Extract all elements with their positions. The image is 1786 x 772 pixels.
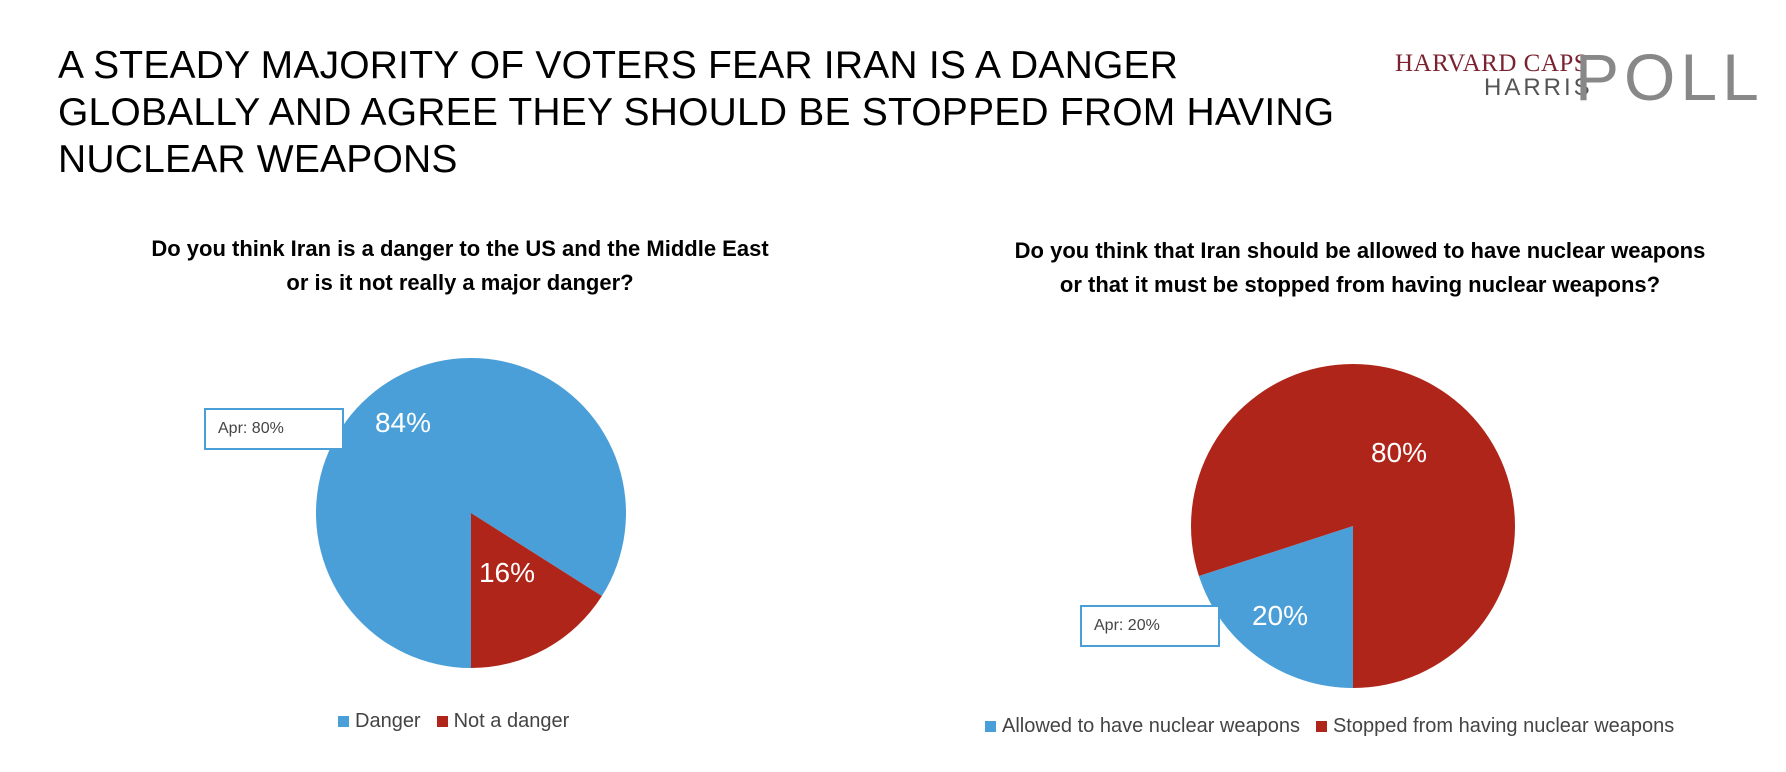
legend-swatch-not-a-danger xyxy=(436,716,448,727)
chart-2-legend: Allowed to have nuclear weapons Stopped … xyxy=(985,715,1690,738)
chart-2-title: Do you think that Iran should be allowed… xyxy=(1014,238,1706,297)
logo-poll: POLL xyxy=(1575,40,1764,114)
chart-1-slice-not-a-danger xyxy=(471,513,602,668)
legend-item-not-a-danger: Not a danger xyxy=(436,710,570,733)
chart-2-slice-allowed xyxy=(1198,526,1353,688)
chart-1-data-label-not-a-danger: 16% xyxy=(479,557,535,588)
chart-2-april-annotation: Apr: 20% xyxy=(1080,605,1220,647)
legend-label-stopped: Stopped from having nuclear weapons xyxy=(1332,715,1675,737)
harvard-caps-harris-poll-logo: HARVARD CAPS HARRIS POLL xyxy=(1395,44,1765,110)
legend-swatch-allowed xyxy=(985,721,996,732)
legend-swatch-stopped xyxy=(1315,721,1327,732)
legend-label-not-a-danger: Not a danger xyxy=(453,710,570,732)
chart-1-legend: Danger Not a danger xyxy=(338,710,585,733)
page-title: A STEADY MAJORITY OF VOTERS FEAR IRAN IS… xyxy=(58,44,1335,181)
logo-harris: HARRIS xyxy=(1484,74,1593,101)
legend-item-stopped: Stopped from having nuclear weapons xyxy=(1315,715,1675,738)
chart-1-april-annotation: Apr: 80% xyxy=(204,408,344,450)
legend-label-allowed: Allowed to have nuclear weapons xyxy=(1002,715,1300,737)
chart-2-data-label-allowed: 20% xyxy=(1252,600,1308,631)
legend-item-danger: Danger xyxy=(338,710,421,733)
chart-1-title: Do you think Iran is a danger to the US … xyxy=(151,236,769,295)
chart-2-slice-stopped xyxy=(1191,363,1516,688)
logo-harvard-caps: HARVARD CAPS xyxy=(1395,50,1589,77)
legend-item-allowed: Allowed to have nuclear weapons xyxy=(985,715,1300,738)
chart-1-data-label-danger: 84% xyxy=(375,407,431,438)
chart-2-data-label-stopped: 80% xyxy=(1371,437,1427,468)
legend-label-danger: Danger xyxy=(355,710,421,732)
legend-swatch-danger xyxy=(338,716,349,727)
